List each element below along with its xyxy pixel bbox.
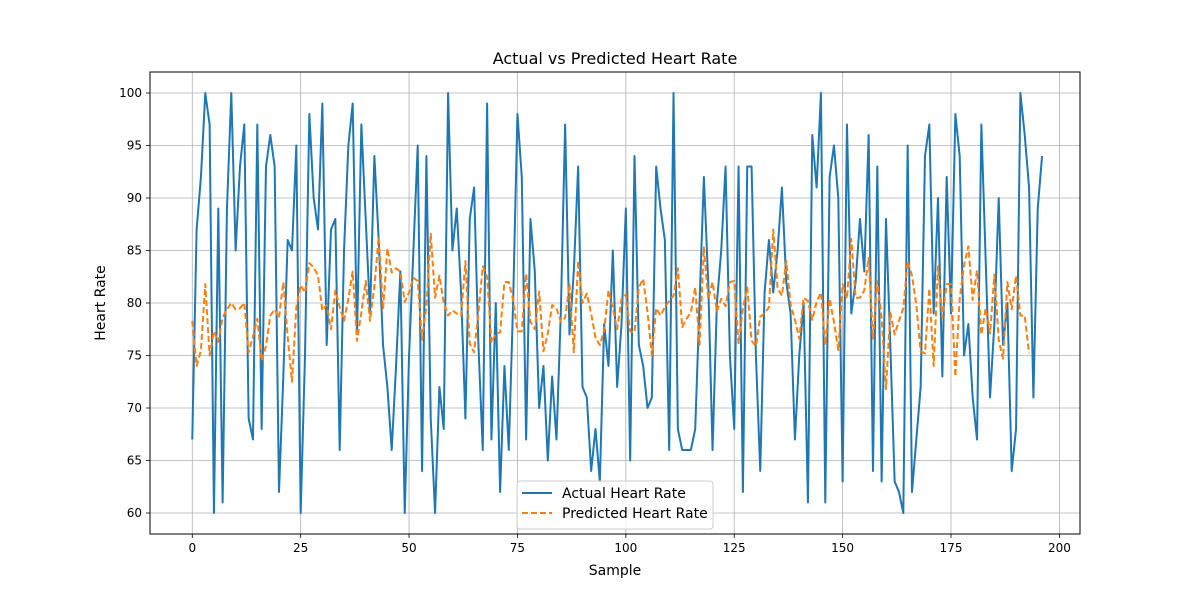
x-tick-label: 50 <box>401 541 416 555</box>
y-tick-label: 100 <box>119 86 142 100</box>
y-tick-label: 80 <box>127 296 142 310</box>
y-tick-label: 75 <box>127 349 142 363</box>
series-line-predicted <box>191 228 1031 391</box>
y-axis-label: Heart Rate <box>93 265 109 341</box>
y-axis: 60 65 70 75 80 85 90 95 100 <box>119 86 150 520</box>
plot-area <box>191 92 1044 514</box>
x-tick-label: 175 <box>940 541 963 555</box>
y-tick-label: 90 <box>127 191 142 205</box>
y-tick-label: 85 <box>127 244 142 258</box>
series-line-actual <box>191 92 1044 514</box>
y-tick-label: 65 <box>127 454 142 468</box>
legend-label-actual: Actual Heart Rate <box>562 486 686 502</box>
x-tick-label: 125 <box>723 541 746 555</box>
legend-label-predicted: Predicted Heart Rate <box>562 506 708 522</box>
x-tick-label: 25 <box>293 541 308 555</box>
chart-title: Actual vs Predicted Heart Rate <box>493 49 738 68</box>
y-tick-label: 60 <box>127 506 142 520</box>
x-tick-label: 200 <box>1048 541 1071 555</box>
legend: Actual Heart Rate Predicted Heart Rate <box>516 480 714 530</box>
x-axis: 0 25 50 75 100 125 150 175 200 <box>188 534 1071 555</box>
legend-box <box>516 480 714 530</box>
y-tick-label: 95 <box>127 139 142 153</box>
x-tick-label: 150 <box>831 541 854 555</box>
x-tick-label: 75 <box>510 541 525 555</box>
y-tick-label: 70 <box>127 401 142 415</box>
x-tick-label: 0 <box>188 541 196 555</box>
x-axis-label: Sample <box>589 563 642 579</box>
x-tick-label: 100 <box>614 541 637 555</box>
